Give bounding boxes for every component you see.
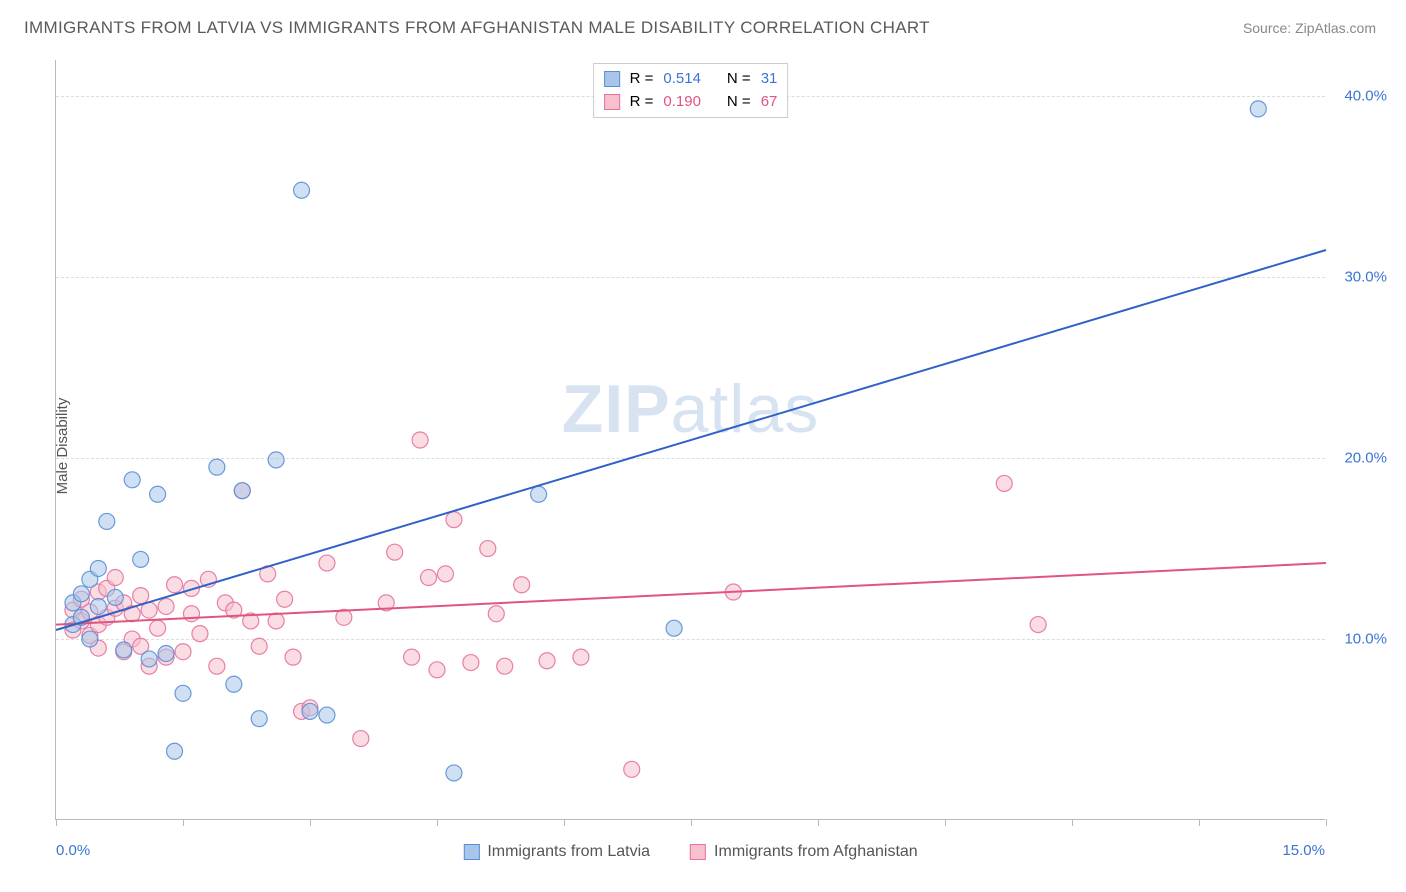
data-point — [996, 475, 1012, 491]
data-point — [209, 658, 225, 674]
bottom-legend: Immigrants from Latvia Immigrants from A… — [463, 843, 917, 861]
data-point — [624, 761, 640, 777]
stats-row-latvia: R = 0.514 N = 31 — [604, 68, 778, 91]
stat-label-r: R = — [630, 91, 654, 114]
legend-label-latvia: Immigrants from Latvia — [487, 843, 650, 861]
data-point — [107, 570, 123, 586]
chart-title: IMMIGRANTS FROM LATVIA VS IMMIGRANTS FRO… — [24, 18, 930, 38]
xtick — [56, 819, 57, 826]
data-point — [666, 620, 682, 636]
data-point — [251, 711, 267, 727]
data-point — [90, 560, 106, 576]
legend-label-afghanistan: Immigrants from Afghanistan — [714, 843, 918, 861]
data-point — [107, 589, 123, 605]
data-point — [429, 662, 445, 678]
data-point — [573, 649, 589, 665]
data-point — [167, 743, 183, 759]
stat-label-n: N = — [727, 68, 751, 91]
data-point — [133, 588, 149, 604]
xtick — [1326, 819, 1327, 826]
stat-n-afghanistan: 67 — [761, 91, 778, 114]
ytick-label: 10.0% — [1344, 631, 1387, 648]
stat-label-r: R = — [630, 68, 654, 91]
data-point — [226, 676, 242, 692]
data-point — [234, 483, 250, 499]
data-point — [412, 432, 428, 448]
legend-item-latvia: Immigrants from Latvia — [463, 843, 650, 861]
xtick — [691, 819, 692, 826]
data-point — [150, 486, 166, 502]
legend-swatch-latvia — [463, 844, 479, 860]
stats-row-afghanistan: R = 0.190 N = 67 — [604, 91, 778, 114]
xtick — [183, 819, 184, 826]
data-point — [150, 620, 166, 636]
data-point — [175, 685, 191, 701]
data-point — [488, 606, 504, 622]
data-point — [531, 486, 547, 502]
source-label: Source: ZipAtlas.com — [1243, 20, 1376, 36]
data-point — [158, 598, 174, 614]
data-point — [514, 577, 530, 593]
legend-swatch-afghanistan — [690, 844, 706, 860]
data-point — [437, 566, 453, 582]
xtick-label-first: 0.0% — [56, 842, 90, 859]
data-point — [446, 765, 462, 781]
plot-area: 10.0% 20.0% 30.0% 40.0% 0.0% 15.0% ZIPat… — [55, 60, 1325, 820]
data-point — [268, 613, 284, 629]
data-point — [124, 472, 140, 488]
data-point — [497, 658, 513, 674]
xtick — [945, 819, 946, 826]
data-point — [302, 703, 318, 719]
data-point — [90, 598, 106, 614]
ytick-label: 20.0% — [1344, 450, 1387, 467]
data-point — [158, 646, 174, 662]
data-point — [192, 626, 208, 642]
stats-legend-box: R = 0.514 N = 31 R = 0.190 N = 67 — [593, 63, 789, 118]
xtick — [1199, 819, 1200, 826]
data-point — [319, 555, 335, 571]
data-point — [268, 452, 284, 468]
data-point — [73, 586, 89, 602]
data-point — [463, 655, 479, 671]
ytick-label: 40.0% — [1344, 88, 1387, 105]
data-point — [1250, 101, 1266, 117]
data-point — [294, 182, 310, 198]
xtick — [564, 819, 565, 826]
swatch-latvia — [604, 71, 620, 87]
data-point — [446, 512, 462, 528]
data-point — [167, 577, 183, 593]
data-point — [175, 644, 191, 660]
data-point — [209, 459, 225, 475]
data-point — [319, 707, 335, 723]
data-point — [404, 649, 420, 665]
data-point — [183, 606, 199, 622]
data-point — [251, 638, 267, 654]
ytick-label: 30.0% — [1344, 269, 1387, 286]
data-point — [539, 653, 555, 669]
data-point — [1030, 617, 1046, 633]
xtick — [310, 819, 311, 826]
data-point — [277, 591, 293, 607]
data-point — [480, 541, 496, 557]
data-point — [387, 544, 403, 560]
chart-svg — [56, 60, 1325, 819]
swatch-afghanistan — [604, 94, 620, 110]
xtick — [437, 819, 438, 826]
xtick-label-last: 15.0% — [1282, 842, 1325, 859]
data-point — [99, 513, 115, 529]
stat-r-afghanistan: 0.190 — [663, 91, 701, 114]
data-point — [421, 570, 437, 586]
data-point — [353, 731, 369, 747]
data-point — [133, 551, 149, 567]
legend-item-afghanistan: Immigrants from Afghanistan — [690, 843, 918, 861]
data-point — [141, 651, 157, 667]
stat-r-latvia: 0.514 — [663, 68, 701, 91]
stat-label-n: N = — [727, 91, 751, 114]
stat-n-latvia: 31 — [761, 68, 778, 91]
xtick — [1072, 819, 1073, 826]
xtick — [818, 819, 819, 826]
data-point — [116, 642, 132, 658]
data-point — [285, 649, 301, 665]
data-point — [82, 631, 98, 647]
